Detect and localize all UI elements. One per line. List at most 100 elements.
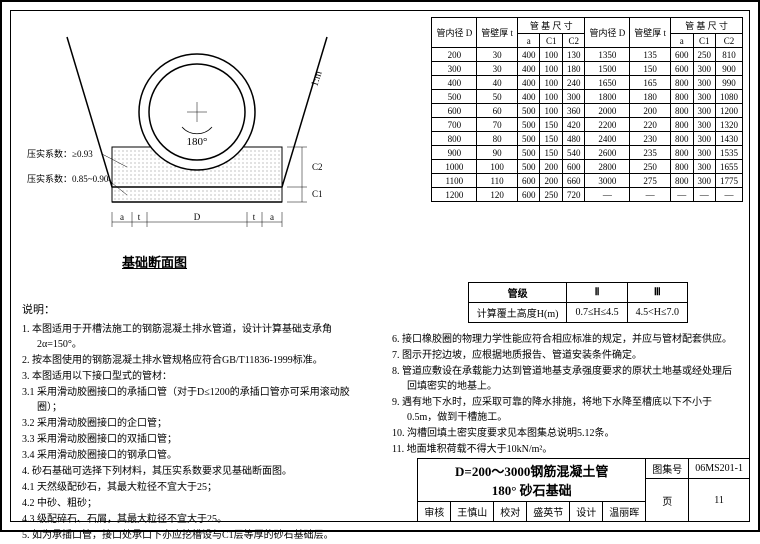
table-cell: 300 xyxy=(693,118,716,132)
table-cell: 2200 xyxy=(585,118,630,132)
table-cell: 300 xyxy=(562,90,585,104)
table-cell: 540 xyxy=(562,146,585,160)
note-item: 4.2 中砂、粗砂； xyxy=(22,496,372,511)
table-cell: 2600 xyxy=(585,146,630,160)
table-cell: 400 xyxy=(517,48,540,62)
table-cell: 800 xyxy=(671,146,694,160)
table-cell: 50 xyxy=(477,90,518,104)
table-cell: 1100 xyxy=(432,174,477,188)
note-item: 7. 图示开挖边坡，应根据地质报告、管道安装条件确定。 xyxy=(392,348,732,363)
table-cell: 700 xyxy=(432,118,477,132)
table-cell: 720 xyxy=(562,188,585,202)
note-item: 6. 接口橡胶圈的物理力学性能应符合相应标准的规定，并应与管材配套供应。 xyxy=(392,332,732,347)
table-cell: 500 xyxy=(517,146,540,160)
table-cell: 30 xyxy=(477,48,518,62)
table-cell: 800 xyxy=(671,132,694,146)
notes-right: 6. 接口橡胶圈的物理力学性能应符合相应标准的规定，并应与管材配套供应。7. 图… xyxy=(392,332,732,458)
svg-text:t: t xyxy=(253,212,256,222)
pipe-class-table: 管级ⅡⅢ 计算覆土高度H(m)0.7≤H≤4.54.5<H≤7.0 xyxy=(468,282,688,323)
table-cell: 300 xyxy=(693,132,716,146)
table-cell: 500 xyxy=(517,132,540,146)
pipe-dimensions-table: 管内径 D 管壁厚 t 管 基 尺 寸 管内径 D 管壁厚 t 管 基 尺 寸 … xyxy=(431,17,743,202)
table-cell: 1080 xyxy=(716,90,743,104)
table-cell: 600 xyxy=(517,174,540,188)
table-cell: 300 xyxy=(693,174,716,188)
table-cell: 110 xyxy=(477,174,518,188)
table-cell: 150 xyxy=(630,62,671,76)
table-cell: 300 xyxy=(432,62,477,76)
title-block: D=200～3000钢筋混凝土管 180° 砂石基础 图集号 06MS201-1… xyxy=(417,458,750,522)
table-cell: 180 xyxy=(562,62,585,76)
svg-text:a: a xyxy=(120,212,124,222)
table-cell: 3000 xyxy=(585,174,630,188)
table-cell: 400 xyxy=(517,62,540,76)
note-item: 10. 沟槽回填土密实度要求见本图集总说明5.12条。 xyxy=(392,426,732,441)
table-cell: 360 xyxy=(562,104,585,118)
angle-label: 180° xyxy=(187,136,208,148)
table-cell: 1775 xyxy=(716,174,743,188)
table-cell: 100 xyxy=(540,90,563,104)
table-cell: — xyxy=(585,188,630,202)
table-cell: 1320 xyxy=(716,118,743,132)
table-cell: 120 xyxy=(477,188,518,202)
table-cell: 1655 xyxy=(716,160,743,174)
table-cell: — xyxy=(693,188,716,202)
table-cell: 300 xyxy=(693,90,716,104)
table-cell: 500 xyxy=(432,90,477,104)
table-cell: 165 xyxy=(630,76,671,90)
table-cell: 600 xyxy=(517,188,540,202)
table-cell: 900 xyxy=(432,146,477,160)
table-cell: 100 xyxy=(540,104,563,118)
table-cell: 200 xyxy=(630,104,671,118)
table-cell: — xyxy=(716,188,743,202)
table-cell: 40 xyxy=(477,76,518,90)
table-cell: 400 xyxy=(517,76,540,90)
table-cell: 800 xyxy=(432,132,477,146)
table-cell: 800 xyxy=(671,160,694,174)
table-cell: 990 xyxy=(716,76,743,90)
note-item: 2. 按本图使用的钢筋混凝土排水管规格应符合GB/T11836-1999标准。 xyxy=(22,353,372,368)
svg-text:C2: C2 xyxy=(312,162,323,172)
table-cell: 250 xyxy=(540,188,563,202)
table-cell: 1200 xyxy=(716,104,743,118)
foundation-cross-section-diagram: 180° 1:m 压实系数：≥0.93 压实系数：0.85~0.90 a t D… xyxy=(17,17,367,247)
table-cell: 400 xyxy=(432,76,477,90)
table-cell: 1000 xyxy=(432,160,477,174)
table-cell: 200 xyxy=(540,174,563,188)
table-cell: 800 xyxy=(671,104,694,118)
table-cell: 600 xyxy=(562,160,585,174)
table-cell: 220 xyxy=(630,118,671,132)
table-cell: 300 xyxy=(693,146,716,160)
table-cell: 800 xyxy=(671,76,694,90)
table-cell: 1650 xyxy=(585,76,630,90)
table-cell: 100 xyxy=(540,76,563,90)
table-cell: 1350 xyxy=(585,48,630,62)
table-cell: 1800 xyxy=(585,90,630,104)
compaction-2: 压实系数：0.85~0.90 xyxy=(27,173,109,184)
table-cell: 1200 xyxy=(432,188,477,202)
table-cell: — xyxy=(630,188,671,202)
table-cell: 300 xyxy=(693,76,716,90)
table-cell: 275 xyxy=(630,174,671,188)
table-cell: 70 xyxy=(477,118,518,132)
table-cell: 2000 xyxy=(585,104,630,118)
table-cell: 2800 xyxy=(585,160,630,174)
table-cell: 800 xyxy=(671,90,694,104)
note-item: 4.3 级配碎石、石屑，其最大粒径不宜大于25。 xyxy=(22,512,372,527)
note-item: 3.2 采用滑动胶圈接口的企口管； xyxy=(22,416,372,431)
table-cell: 1430 xyxy=(716,132,743,146)
table-cell: 150 xyxy=(540,132,563,146)
table-cell: 240 xyxy=(562,76,585,90)
svg-text:a: a xyxy=(270,212,274,222)
table-cell: 100 xyxy=(477,160,518,174)
table-cell: 660 xyxy=(562,174,585,188)
table-cell: 1500 xyxy=(585,62,630,76)
table-cell: 30 xyxy=(477,62,518,76)
table-cell: 150 xyxy=(540,146,563,160)
table-cell: 150 xyxy=(540,118,563,132)
table-cell: 100 xyxy=(540,48,563,62)
table-cell: 135 xyxy=(630,48,671,62)
table-cell: 600 xyxy=(671,62,694,76)
notes-left: 说明： 1. 本图适用于开槽法施工的钢筋混凝土排水管道，设计计算基础支承角2α=… xyxy=(22,302,372,544)
table-cell: 810 xyxy=(716,48,743,62)
